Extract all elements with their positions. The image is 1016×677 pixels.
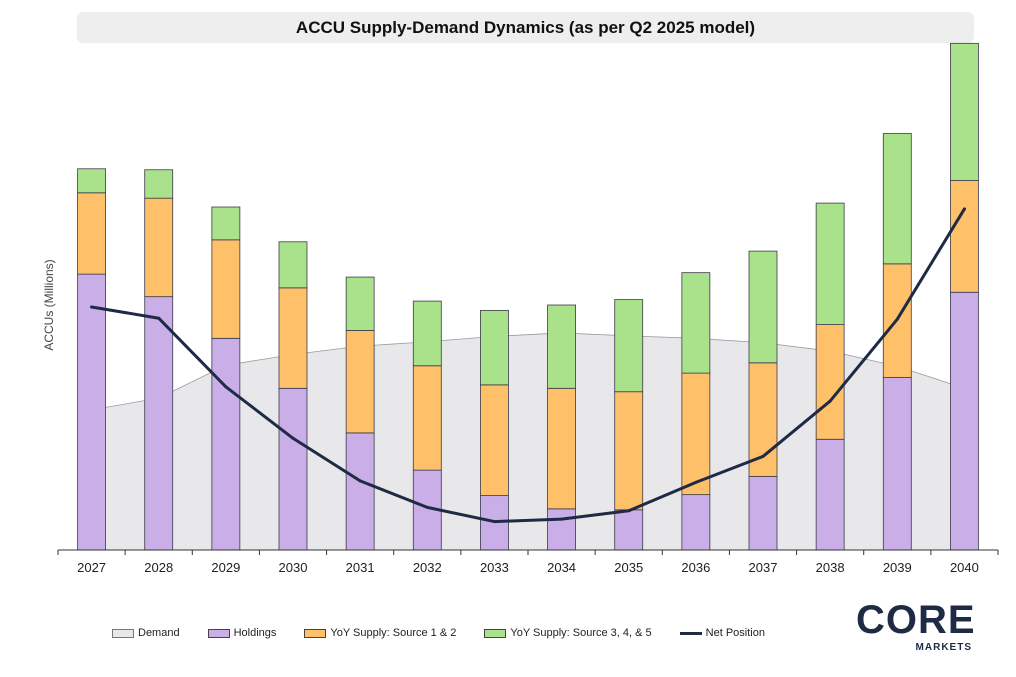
legend-label-demand: Demand	[138, 627, 180, 639]
net-position-point-2031	[358, 479, 362, 483]
x-tick-label-2029: 2029	[211, 560, 240, 575]
legend-item-holdings: Holdings	[207, 627, 277, 639]
legend-item-demand: Demand	[112, 627, 180, 639]
net-position-point-2032	[425, 505, 429, 509]
net-position-point-2039	[895, 317, 899, 321]
bar-2040-series-1	[950, 180, 979, 293]
x-tick-label-2039: 2039	[883, 560, 912, 575]
bar-2038-series-1	[815, 324, 845, 440]
bar-2036-series-0	[681, 494, 711, 551]
net-position-point-2027	[90, 305, 94, 309]
bar-2031-series-1	[345, 330, 375, 434]
bar-2033-series-1	[480, 384, 509, 497]
x-tick-label-2038: 2038	[816, 560, 845, 575]
x-tick-label-2034: 2034	[547, 560, 576, 575]
x-tick-label-2027: 2027	[77, 560, 106, 575]
bar-2028-series-2	[144, 169, 174, 199]
chart-title: ACCU Supply-Demand Dynamics (as per Q2 2…	[295, 17, 756, 37]
bar-2034-series-0	[547, 508, 576, 551]
bar-2035-series-1	[614, 391, 644, 511]
bar-2027-series-1	[77, 192, 106, 275]
bar-2030-series-0	[278, 387, 308, 551]
legend-label-source12: YoY Supply: Source 1 & 2	[330, 627, 457, 639]
bar-2038-series-2	[815, 202, 845, 325]
net-position-point-2037	[761, 454, 765, 458]
bar-2030-series-2	[278, 241, 308, 289]
legend-swatch-demand	[112, 628, 134, 638]
net-position-point-2033	[492, 520, 496, 524]
legend-label-holdings: Holdings	[233, 627, 277, 639]
bar-2027-series-2	[77, 168, 106, 194]
net-position-point-2038	[828, 399, 832, 403]
bar-2035-series-0	[614, 509, 644, 551]
legend-item-net-position: Net Position	[679, 627, 765, 639]
legend-swatch-source12	[304, 628, 327, 638]
bar-2036-series-2	[681, 272, 711, 374]
net-position-point-2040	[962, 207, 966, 211]
bar-2033-series-2	[480, 309, 509, 386]
net-position-point-2034	[560, 517, 564, 521]
x-tick-label-2037: 2037	[749, 560, 778, 575]
x-tick-label-2028: 2028	[144, 560, 173, 575]
x-tick-label-2032: 2032	[413, 560, 442, 575]
bar-2032-series-2	[412, 300, 442, 367]
bar-2031-series-2	[345, 276, 375, 331]
bar-2037-series-2	[748, 250, 778, 364]
bar-2034-series-1	[547, 387, 576, 510]
legend-item-source345: YoY Supply: Source 3, 4, & 5	[484, 627, 652, 639]
x-tick-label-2036: 2036	[681, 560, 710, 575]
bar-2035-series-2	[614, 299, 644, 393]
net-position-point-2029	[224, 385, 228, 389]
x-tick-label-2035: 2035	[614, 560, 643, 575]
bar-2040-series-0	[950, 291, 979, 551]
bar-2029-series-1	[211, 239, 241, 339]
bar-2028-series-0	[144, 296, 174, 551]
net-position-line	[90, 207, 966, 524]
bar-2029-series-0	[211, 337, 241, 551]
net-position-point-2036	[694, 480, 698, 484]
bar-2036-series-1	[681, 372, 711, 496]
bar-2039-series-2	[882, 133, 912, 265]
bar-2028-series-1	[144, 197, 174, 298]
bar-2034-series-2	[547, 304, 576, 389]
net-position-point-2035	[627, 509, 631, 513]
x-tick-label-2033: 2033	[480, 560, 509, 575]
legend-label-source345: YoY Supply: Source 3, 4, & 5	[510, 627, 652, 639]
x-tick-label-2031: 2031	[346, 560, 375, 575]
legend-swatch-source345	[484, 628, 507, 638]
bar-2031-series-0	[345, 432, 375, 551]
x-tick-label-2040: 2040	[950, 560, 979, 575]
chart-title-box: ACCU Supply-Demand Dynamics (as per Q2 2…	[77, 12, 974, 43]
bar-2030-series-1	[278, 287, 308, 389]
x-tick-label-2030: 2030	[279, 560, 308, 575]
net-position-point-2028	[157, 316, 161, 320]
logo-word: CORE	[856, 598, 976, 642]
bar-2037-series-0	[748, 476, 778, 551]
core-markets-logo: CORE MARKETS	[856, 598, 996, 658]
demand-area	[91, 332, 965, 550]
net-position-point-2030	[291, 436, 295, 440]
bar-2029-series-2	[211, 206, 241, 241]
y-axis-label: ACCUs (Millions)	[42, 259, 56, 350]
bar-2032-series-1	[412, 365, 442, 471]
legend-label-net-position: Net Position	[705, 627, 765, 639]
legend: Demand Holdings YoY Supply: Source 1 & 2…	[112, 627, 793, 639]
legend-swatch-holdings	[207, 628, 230, 638]
legend-item-source12: YoY Supply: Source 1 & 2	[304, 627, 456, 639]
bar-2038-series-0	[815, 438, 845, 551]
legend-swatch-net-position	[679, 631, 702, 635]
logo-subtitle: MARKETS	[915, 642, 972, 653]
bar-2039-series-0	[882, 377, 912, 551]
bar-2040-series-2	[950, 42, 979, 181]
bar-2027-series-0	[77, 273, 106, 551]
